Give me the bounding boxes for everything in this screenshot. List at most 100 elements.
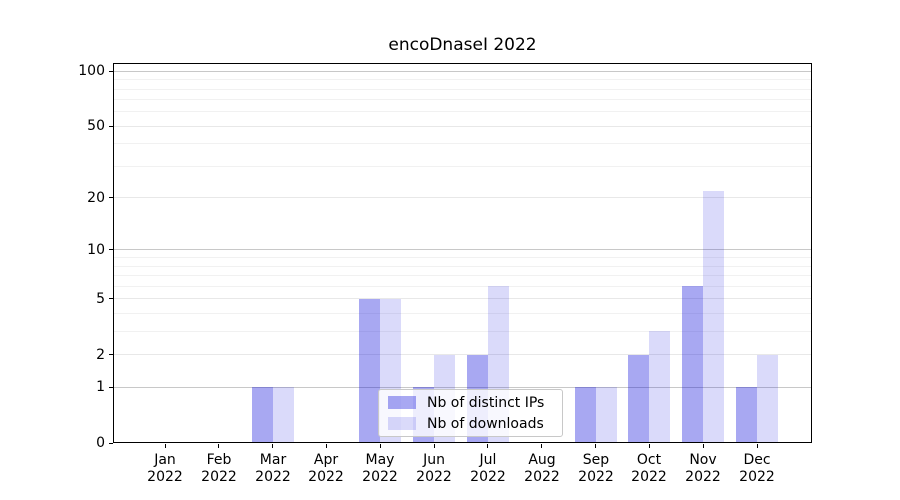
chart-title: encoDnaseI 2022	[388, 35, 537, 55]
x-tick-label-line: 2022	[470, 469, 506, 485]
minor-gridline	[113, 275, 812, 276]
x-tick-mark	[165, 444, 166, 448]
x-tick-mark	[595, 444, 596, 448]
y-tick-label: 20	[87, 190, 105, 206]
y-tick-mark	[109, 354, 113, 355]
x-tick-label-line: 2022	[201, 469, 237, 485]
bar-distinct-ips	[736, 387, 757, 443]
x-tick-label: Nov 2022	[661, 452, 745, 486]
x-tick-label-line: Feb	[206, 452, 232, 468]
x-tick-label-line: Nov	[689, 452, 717, 468]
y-tick-mark	[109, 443, 113, 444]
bar-distinct-ips	[682, 286, 704, 443]
minor-gridline	[113, 166, 812, 167]
x-tick-label-line: 2022	[362, 469, 398, 485]
x-tick-mark	[541, 444, 542, 448]
minor-gridline	[113, 79, 812, 80]
x-tick-mark	[272, 444, 273, 448]
x-tick-label-line: 2022	[631, 469, 667, 485]
bar-downloads	[595, 387, 617, 443]
legend-swatch-downloads	[388, 417, 416, 430]
major-gridline	[113, 298, 812, 299]
y-tick-label: 100	[78, 63, 105, 79]
x-tick-label: Jan 2022	[123, 452, 207, 486]
legend-swatch-distinct-ips	[388, 396, 416, 409]
y-tick-mark	[109, 71, 113, 72]
x-tick-label: Aug 2022	[500, 452, 584, 486]
x-tick-label-line: 2022	[308, 469, 344, 485]
x-tick-mark	[703, 444, 704, 448]
x-tick-mark	[380, 444, 381, 448]
x-tick-label: Apr 2022	[284, 452, 368, 486]
major-gridline	[113, 197, 812, 198]
major-gridline	[113, 71, 812, 72]
y-tick-label: 5	[96, 291, 105, 307]
legend-item-downloads: Nb of downloads	[388, 416, 553, 432]
y-tick-label: 1	[96, 379, 105, 395]
major-gridline	[113, 387, 812, 388]
legend-item-distinct-ips: Nb of distinct IPs	[388, 395, 553, 411]
x-tick-label: Jun 2022	[392, 452, 476, 486]
x-tick-label: Dec 2022	[715, 452, 799, 486]
x-tick-label-line: 2022	[739, 469, 775, 485]
minor-gridline	[113, 111, 812, 112]
legend: Nb of distinct IPs Nb of downloads	[378, 389, 563, 437]
x-tick-label-line: Jan	[154, 452, 176, 468]
x-tick-mark	[434, 444, 435, 448]
minor-gridline	[113, 313, 812, 314]
x-tick-mark	[218, 444, 219, 448]
y-tick-label: 2	[96, 347, 105, 363]
y-tick-mark	[109, 126, 113, 127]
minor-gridline	[113, 286, 812, 287]
x-tick-label-line: Mar	[259, 452, 287, 468]
minor-gridline	[113, 266, 812, 267]
x-tick-label-line: 2022	[524, 469, 560, 485]
x-tick-label-line: Sep	[582, 452, 610, 468]
x-tick-mark	[487, 444, 488, 448]
bar-distinct-ips	[359, 298, 381, 443]
x-tick-label-line: Jun	[423, 452, 445, 468]
legend-label-distinct-ips: Nb of distinct IPs	[427, 394, 545, 411]
x-tick-label-line: Oct	[636, 452, 662, 468]
y-tick-mark	[109, 197, 113, 198]
x-tick-label: Oct 2022	[607, 452, 691, 486]
bar-distinct-ips	[251, 387, 273, 443]
bar-downloads	[272, 387, 294, 443]
x-tick-label-line: Dec	[743, 452, 771, 468]
bar-downloads	[757, 354, 778, 443]
minor-gridline	[113, 143, 812, 144]
x-tick-label: Feb 2022	[177, 452, 261, 486]
y-tick-label: 50	[87, 118, 105, 134]
bar-distinct-ips	[628, 354, 650, 443]
y-tick-label: 0	[96, 435, 105, 451]
x-tick-label-line: May	[365, 452, 395, 468]
x-tick-label-line: 2022	[416, 469, 452, 485]
major-gridline	[113, 249, 812, 250]
minor-gridline	[113, 99, 812, 100]
x-tick-label-line: 2022	[685, 469, 721, 485]
x-tick-label: Mar 2022	[231, 452, 315, 486]
x-tick-label-line: Aug	[528, 452, 556, 468]
x-tick-label: May 2022	[338, 452, 422, 486]
x-tick-label-line: 2022	[578, 469, 614, 485]
major-gridline	[113, 354, 812, 355]
x-tick-mark	[326, 444, 327, 448]
x-tick-mark	[649, 444, 650, 448]
legend-label-downloads: Nb of downloads	[427, 415, 544, 432]
y-tick-mark	[109, 249, 113, 250]
y-tick-mark	[109, 298, 113, 299]
bar-downloads	[703, 190, 725, 443]
x-tick-label: Sep 2022	[554, 452, 638, 486]
x-tick-mark	[757, 444, 758, 448]
x-tick-label-line: 2022	[147, 469, 183, 485]
x-tick-label: Jul 2022	[446, 452, 530, 486]
minor-gridline	[113, 89, 812, 90]
bar-downloads	[649, 331, 671, 443]
y-tick-mark	[109, 387, 113, 388]
y-tick-label: 10	[87, 242, 105, 258]
x-tick-label-line: Jul	[479, 452, 497, 468]
minor-gridline	[113, 331, 812, 332]
x-tick-label-line: Apr	[313, 452, 339, 468]
minor-gridline	[113, 257, 812, 258]
